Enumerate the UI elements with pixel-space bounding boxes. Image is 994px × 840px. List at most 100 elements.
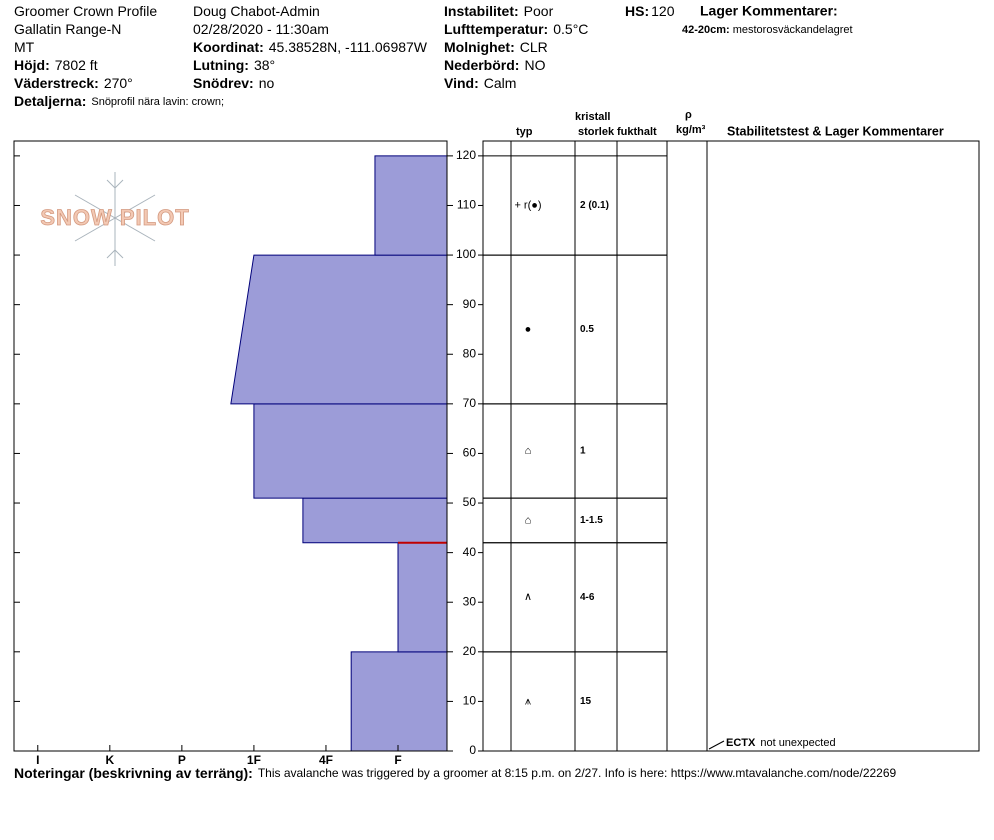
header-field: Lutning: 38°	[193, 57, 275, 73]
hardness-layer	[302, 497, 448, 544]
field-value: 38°	[254, 57, 275, 73]
grain-type: ●	[525, 323, 532, 335]
y-tick-label: 110	[457, 198, 476, 212]
field-value: 0.5°C	[553, 21, 588, 37]
grain-size: 1	[580, 446, 586, 457]
plot-frame	[13, 140, 448, 752]
layer-comments-title: Lager Kommentarer:	[700, 3, 838, 19]
x-tick-label: P	[178, 753, 186, 767]
grain-size: 0.5	[580, 324, 594, 335]
col-header: storlek	[578, 126, 615, 138]
field-value: no	[259, 75, 275, 91]
col-header: fukthalt	[617, 126, 657, 138]
grain-size: 15	[580, 696, 592, 707]
header-field: 02/28/2020 - 11:30am	[193, 21, 329, 37]
col-header: ρ	[685, 109, 692, 121]
hardness-layer	[253, 403, 448, 499]
col-header: typ	[516, 126, 533, 138]
field-value: Poor	[524, 3, 554, 19]
col-header: kristall	[575, 111, 610, 123]
notes: Noteringar (beskrivning av terräng): This…	[14, 765, 897, 781]
field-value: CLR	[520, 39, 548, 55]
header-field: Instabilitet: Poor	[444, 3, 554, 19]
field-value: 02/28/2020 - 11:30am	[193, 21, 329, 37]
field-label: Väderstreck:	[14, 75, 99, 91]
y-tick-label: 20	[463, 644, 477, 658]
field-value: 270°	[104, 75, 133, 91]
field-value: 45.38528N, -111.06987W	[269, 39, 428, 55]
field-label: Nederbörd:	[444, 57, 519, 73]
y-tick-label: 0	[469, 743, 476, 757]
grain-type: ⩚	[525, 695, 531, 707]
y-tick-label: 70	[463, 396, 477, 410]
x-tick-label: 1F	[247, 753, 261, 767]
grain-size: 1-1.5	[580, 515, 603, 526]
header-field: Koordinat: 45.38528N, -111.06987W	[193, 39, 428, 55]
field-value: 7802 ft	[55, 57, 98, 73]
field-label: Koordinat:	[193, 39, 264, 55]
x-tick-label: 4F	[319, 753, 333, 767]
header-field: Väderstreck: 270°	[14, 75, 133, 91]
grain-type: ⌂	[525, 445, 532, 457]
hardness-layer	[397, 542, 448, 653]
x-tick-label: K	[105, 753, 114, 767]
header-field: Snödrev: no	[193, 75, 274, 91]
logo	[74, 172, 156, 266]
hs: HS: 120	[625, 3, 675, 19]
comment-label: 42-20cm:	[682, 24, 730, 36]
grain-type: ⌂	[525, 514, 532, 526]
y-tick-label: 100	[456, 247, 476, 261]
field-value: NO	[524, 57, 545, 73]
x-tick-label: F	[394, 753, 401, 767]
y-tick-label: 10	[463, 694, 477, 708]
y-tick-label: 50	[463, 495, 477, 509]
header-field: Groomer Crown Profile	[14, 3, 157, 19]
table-frame	[482, 140, 980, 752]
header-field: Vind: Calm	[444, 75, 516, 91]
hardness-layer	[230, 254, 448, 405]
field-value: Doug Chabot-Admin	[193, 3, 320, 19]
y-tick-label: 60	[463, 446, 477, 460]
field-value: Gallatin Range-N	[14, 21, 121, 37]
comment-value: mestorosväckandelagret	[733, 24, 853, 36]
y-tick-label: 120	[456, 148, 476, 162]
stability-test: ECTX not unexpected	[726, 737, 836, 749]
grain-size: 4-6	[580, 592, 595, 603]
header-field: Molnighet: CLR	[444, 39, 548, 55]
field-value: MT	[14, 39, 35, 55]
header-field: Lufttemperatur: 0.5°C	[444, 21, 588, 37]
field-label: Instabilitet:	[444, 3, 519, 19]
field-label: Höjd:	[14, 57, 50, 73]
logo-text: SNOW PILOT	[40, 205, 189, 230]
header-field: MT	[14, 39, 35, 55]
header-field: Nederbörd: NO	[444, 57, 546, 73]
layer-comment: 42-20cm: mestorosväckandelagret	[682, 24, 853, 36]
y-tick-label: 30	[463, 594, 477, 608]
field-label: Molnighet:	[444, 39, 515, 55]
x-tick-label: I	[36, 753, 39, 767]
field-value: Groomer Crown Profile	[14, 3, 157, 19]
field-label: Lufttemperatur:	[444, 21, 548, 37]
grain-size: 2 (0.1)	[580, 200, 609, 211]
header-field: Gallatin Range-N	[14, 21, 121, 37]
grain-type: + r(●)	[514, 199, 541, 211]
grain-type: ∧	[524, 591, 532, 603]
y-tick-label: 90	[463, 297, 477, 311]
details: Detaljerna: Snöprofil nära lavin: crown;	[14, 93, 224, 109]
y-tick-label: 40	[463, 545, 477, 559]
col-header: Stabilitetstest & Lager Kommentarer	[727, 124, 944, 138]
hardness-layer	[350, 651, 448, 752]
field-label: Lutning:	[193, 57, 249, 73]
field-value: Calm	[484, 75, 517, 91]
field-label: Snödrev:	[193, 75, 254, 91]
header-field: Höjd: 7802 ft	[14, 57, 98, 73]
test-arrow	[708, 740, 725, 750]
header-field: Doug Chabot-Admin	[193, 3, 320, 19]
col-header: kg/m³	[676, 124, 706, 136]
hardness-layer	[374, 155, 448, 256]
field-label: Vind:	[444, 75, 479, 91]
y-tick-label: 80	[463, 346, 477, 360]
